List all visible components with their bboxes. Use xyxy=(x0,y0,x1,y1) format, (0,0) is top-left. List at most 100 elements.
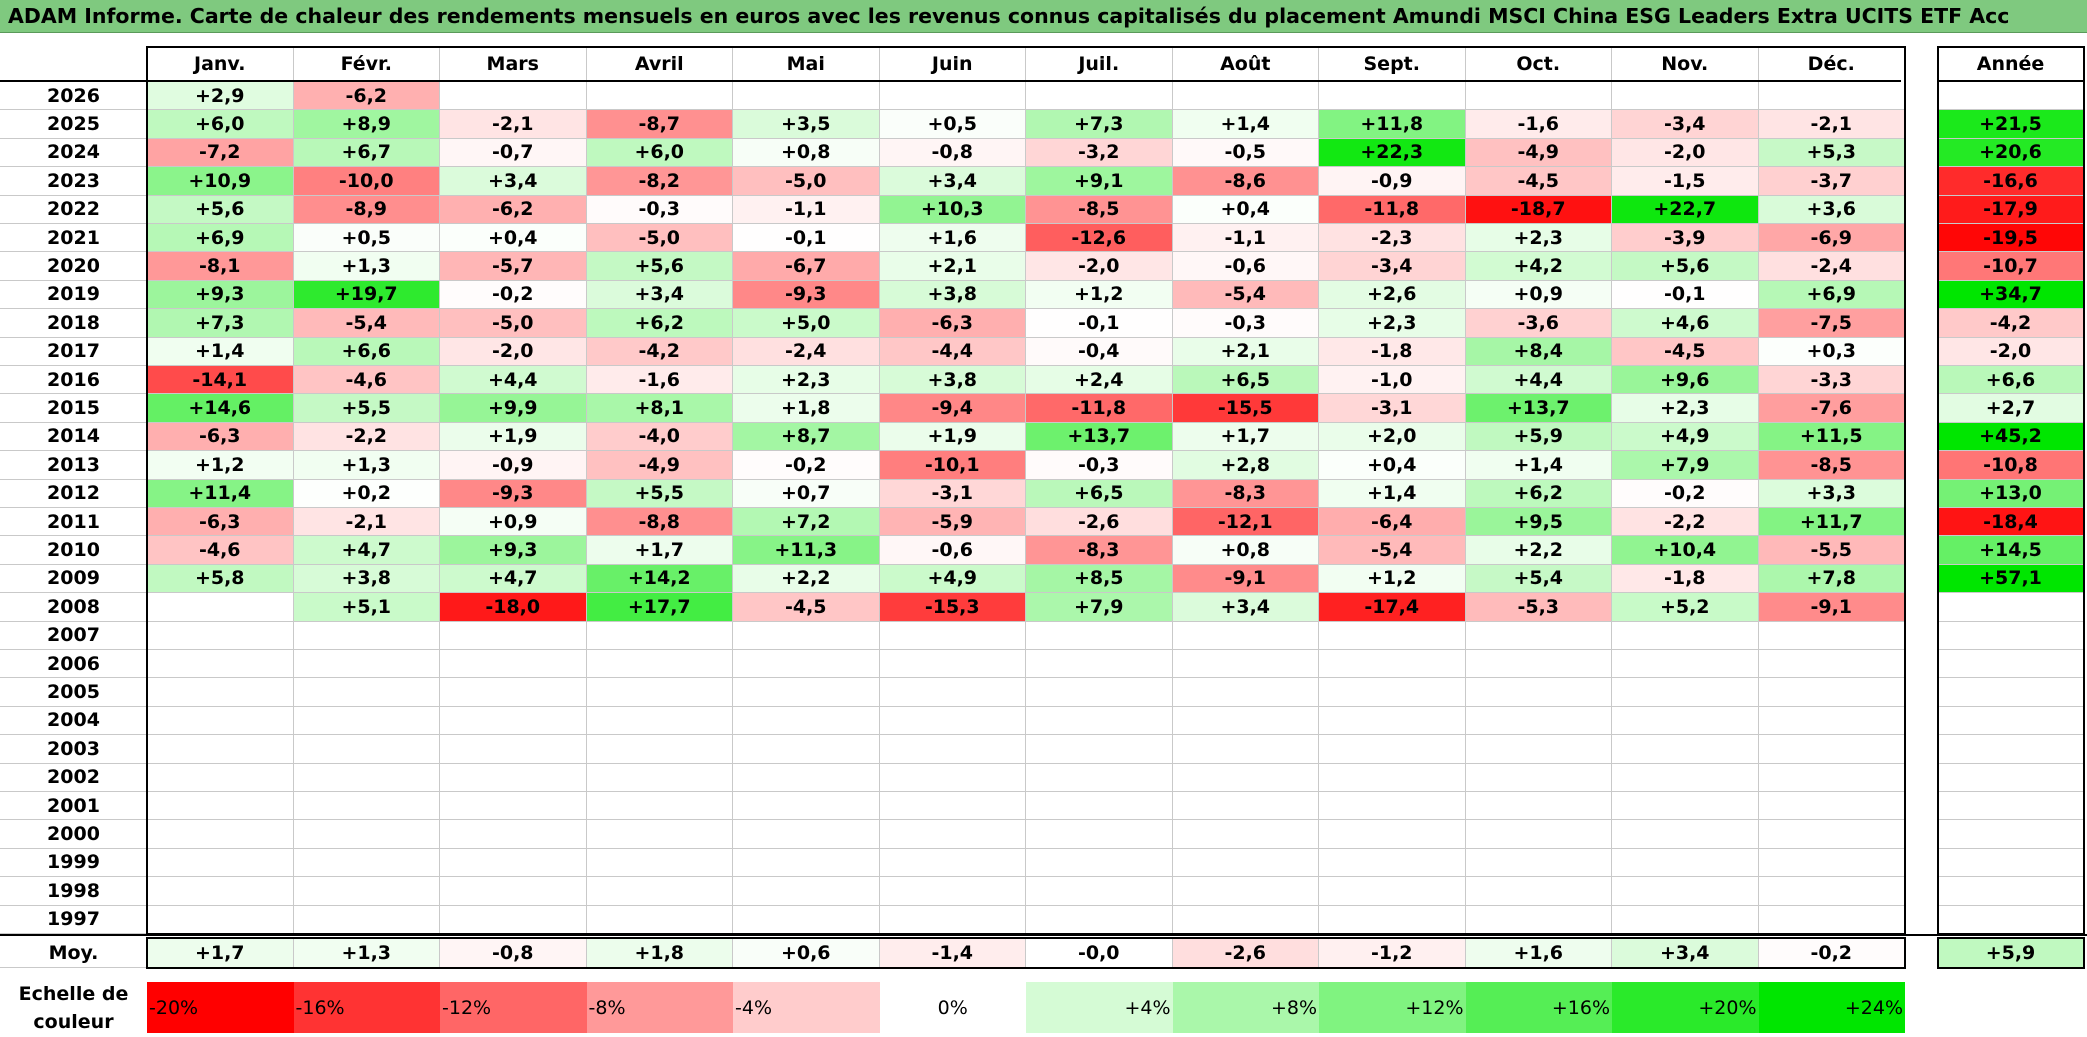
annual-cell: -2,0 xyxy=(1938,337,2084,366)
heatmap-cell: +8,1 xyxy=(586,394,733,423)
heatmap-cell: +0,9 xyxy=(440,508,587,537)
heatmap-cell xyxy=(1612,678,1759,707)
month-header: Sept. xyxy=(1319,46,1466,82)
heatmap-cell: +4,4 xyxy=(440,366,587,395)
heatmap-cell: +7,3 xyxy=(147,309,294,338)
annual-cell: +2,7 xyxy=(1938,394,2084,423)
heatmap-cell: -1,8 xyxy=(1612,564,1759,594)
annual-cell: +57,1 xyxy=(1938,564,2084,594)
month-header: Mai xyxy=(733,46,880,82)
legend-title: Echelle de couleur xyxy=(18,983,129,1033)
heatmap-cell: +9,3 xyxy=(147,280,294,310)
heatmap-cell xyxy=(586,848,733,878)
heatmap-cell xyxy=(1465,905,1612,934)
heatmap-cell xyxy=(1465,82,1612,111)
heatmap-cell: -2,1 xyxy=(293,508,440,537)
heatmap-cell xyxy=(733,905,880,934)
annual-cell: +13,0 xyxy=(1938,479,2084,508)
heatmap-cell: -6,2 xyxy=(440,195,587,224)
heatmap-cell: -0,1 xyxy=(1026,309,1173,338)
legend-swatch: +12% xyxy=(1319,982,1466,1033)
average-separator xyxy=(0,934,2087,936)
heatmap-cell xyxy=(586,621,733,650)
heatmap-cell: -1,5 xyxy=(1612,167,1759,196)
year-label: 2022 xyxy=(0,196,147,224)
heatmap-cell: -6,3 xyxy=(147,508,294,537)
heatmap-cell: +1,4 xyxy=(1319,479,1466,508)
heatmap-cell xyxy=(1612,650,1759,679)
heatmap-cell: -2,1 xyxy=(440,110,587,139)
year-label: 2019 xyxy=(0,281,147,310)
legend-swatch: -12% xyxy=(440,982,587,1033)
heatmap-cell xyxy=(1758,678,1905,707)
heatmap-cell xyxy=(1465,820,1612,849)
heatmap-cell xyxy=(440,650,587,679)
month-header: Août xyxy=(1173,46,1319,82)
average-label: Moy. xyxy=(0,938,147,968)
legend-swatch: +20% xyxy=(1612,982,1759,1033)
heatmap-cell: -0,2 xyxy=(733,451,880,480)
heatmap-cell xyxy=(147,735,294,764)
legend-swatch: +4% xyxy=(1026,982,1173,1033)
heatmap-cell: -4,5 xyxy=(733,593,880,622)
heatmap-cell: -2,1 xyxy=(1758,110,1905,139)
heatmap-cell: -4,2 xyxy=(586,337,733,366)
heatmap-cell: -11,8 xyxy=(1319,195,1466,224)
average-cell: +1,7 xyxy=(147,938,294,968)
annual-cell xyxy=(1938,763,2084,792)
heatmap-cell xyxy=(1612,735,1759,764)
annual-cell: -10,8 xyxy=(1938,451,2084,480)
heatmap-cell xyxy=(1465,678,1612,707)
heatmap-cell: -4,9 xyxy=(1465,138,1612,168)
heatmap-cell: +13,7 xyxy=(1465,394,1612,423)
heatmap-cell: -1,1 xyxy=(1172,224,1319,253)
heatmap-cell xyxy=(1026,877,1173,906)
heatmap-cell xyxy=(440,820,587,849)
heatmap-cell xyxy=(733,678,880,707)
heatmap-cell xyxy=(1172,905,1319,934)
heatmap-cell: -9,3 xyxy=(733,280,880,310)
heatmap-cell: -0,3 xyxy=(1172,309,1319,338)
heatmap-cell xyxy=(440,706,587,736)
heatmap-cell: +3,4 xyxy=(1172,593,1319,622)
heatmap-cell: -2,3 xyxy=(1319,224,1466,253)
heatmap-cell: -2,2 xyxy=(293,422,440,452)
heatmap-cell: +0,2 xyxy=(293,479,440,508)
annual-cell xyxy=(1938,905,2084,934)
heatmap-cell xyxy=(1172,706,1319,736)
heatmap-cell: -12,1 xyxy=(1172,508,1319,537)
heatmap-cell: +3,5 xyxy=(733,110,880,139)
heatmap-cell: +6,2 xyxy=(1465,479,1612,508)
heatmap-cell: -0,7 xyxy=(440,138,587,168)
heatmap-cell: +17,7 xyxy=(586,593,733,622)
heatmap-cell: -15,3 xyxy=(879,593,1026,622)
heatmap-cell: -9,1 xyxy=(1172,564,1319,594)
heatmap-cell xyxy=(1026,792,1173,821)
heatmap-cell xyxy=(733,763,880,792)
heatmap-cell: -2,0 xyxy=(1612,138,1759,168)
heatmap-cell xyxy=(1172,82,1319,111)
heatmap-cell: -5,4 xyxy=(293,309,440,338)
heatmap-cell xyxy=(1026,678,1173,707)
heatmap-cell: +3,4 xyxy=(440,167,587,196)
legend-swatch: -4% xyxy=(733,982,880,1033)
annual-cell: -18,4 xyxy=(1938,508,2084,537)
heatmap-cell xyxy=(586,905,733,934)
year-label: 1997 xyxy=(0,906,147,934)
annual-cell: -4,2 xyxy=(1938,309,2084,338)
heatmap-cell: +6,5 xyxy=(1026,479,1173,508)
heatmap-cell xyxy=(293,820,440,849)
heatmap-cell: +6,9 xyxy=(1758,280,1905,310)
heatmap-cell xyxy=(1319,877,1466,906)
heatmap-cell: -4,9 xyxy=(586,451,733,480)
heatmap-cell: +11,5 xyxy=(1758,422,1905,452)
heatmap-cell xyxy=(440,848,587,878)
heatmap-cell xyxy=(1758,650,1905,679)
heatmap-cell xyxy=(879,763,1026,792)
heatmap-cell: +10,9 xyxy=(147,167,294,196)
heatmap-cell xyxy=(293,877,440,906)
heatmap-cell xyxy=(1172,820,1319,849)
year-label: 2012 xyxy=(0,480,147,508)
legend-swatch: +16% xyxy=(1465,982,1612,1033)
month-header: Juil. xyxy=(1026,46,1173,82)
